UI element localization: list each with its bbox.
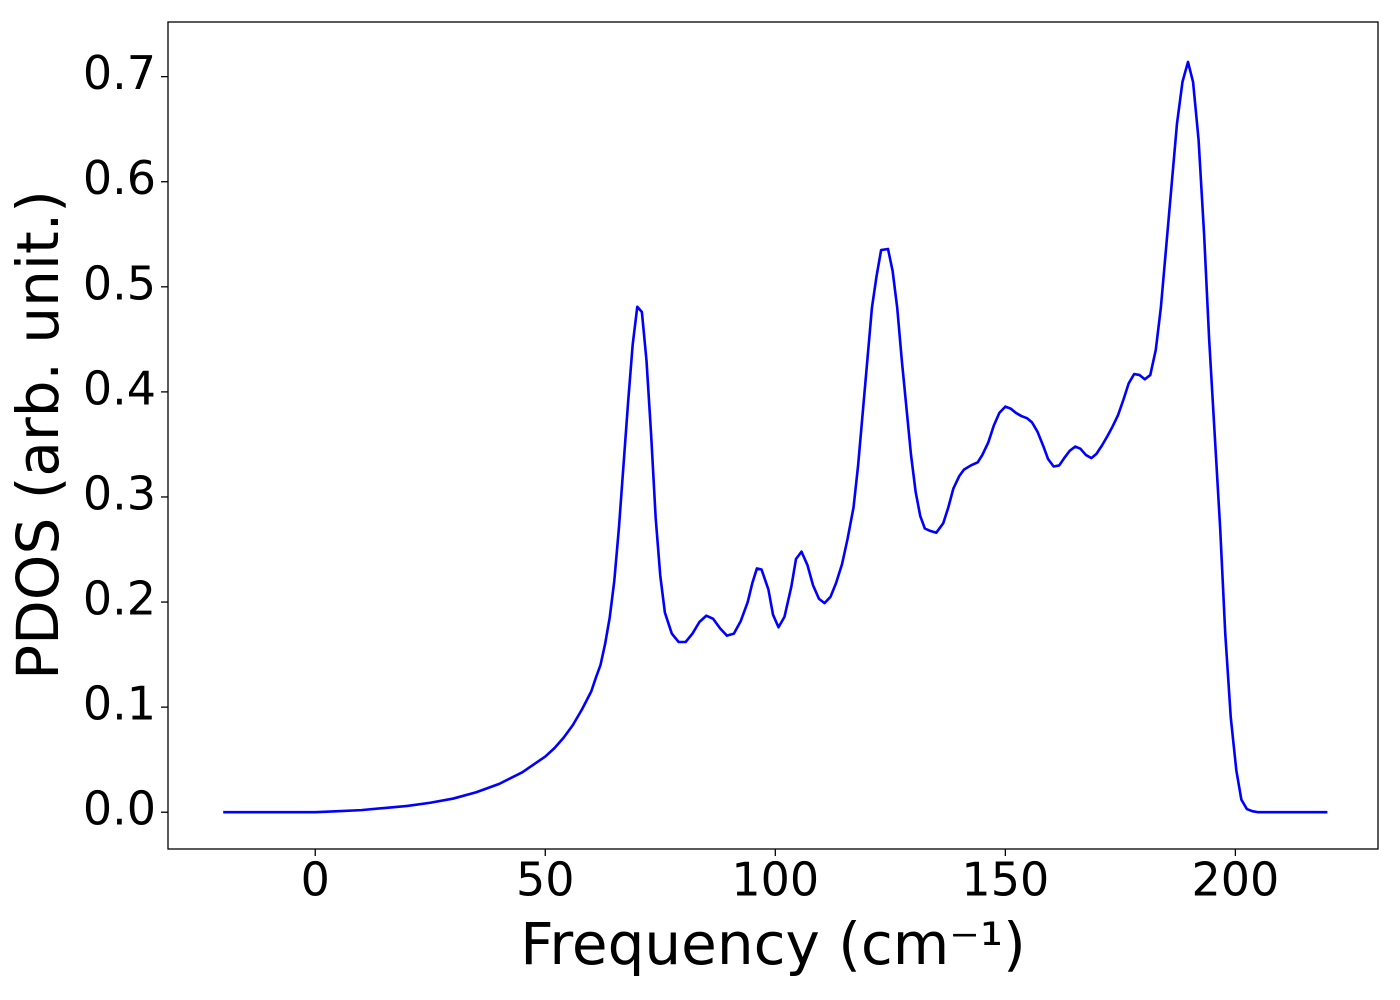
x-tick-label: 150: [961, 853, 1049, 907]
x-tick-label: 50: [516, 853, 575, 907]
x-tick-label: 200: [1191, 853, 1279, 907]
y-tick-label: 0.0: [83, 782, 156, 836]
y-tick-label: 0.5: [83, 256, 156, 310]
data-line: [223, 60, 1328, 814]
y-tick-label: 0.6: [83, 151, 156, 205]
y-axis-label: PDOS (arb. unit.): [4, 190, 72, 680]
y-tick-label: 0.2: [83, 572, 156, 626]
y-tick-label: 0.7: [83, 46, 156, 100]
y-tick-label: 0.1: [83, 677, 156, 731]
x-tick-label: 0: [301, 853, 330, 907]
plot-frame: [167, 21, 1379, 850]
y-tick-label: 0.4: [83, 361, 156, 415]
y-tick-label: 0.3: [83, 466, 156, 520]
x-axis-label: Frequency (cm⁻¹): [520, 910, 1026, 978]
x-tick-label: 100: [731, 853, 819, 907]
